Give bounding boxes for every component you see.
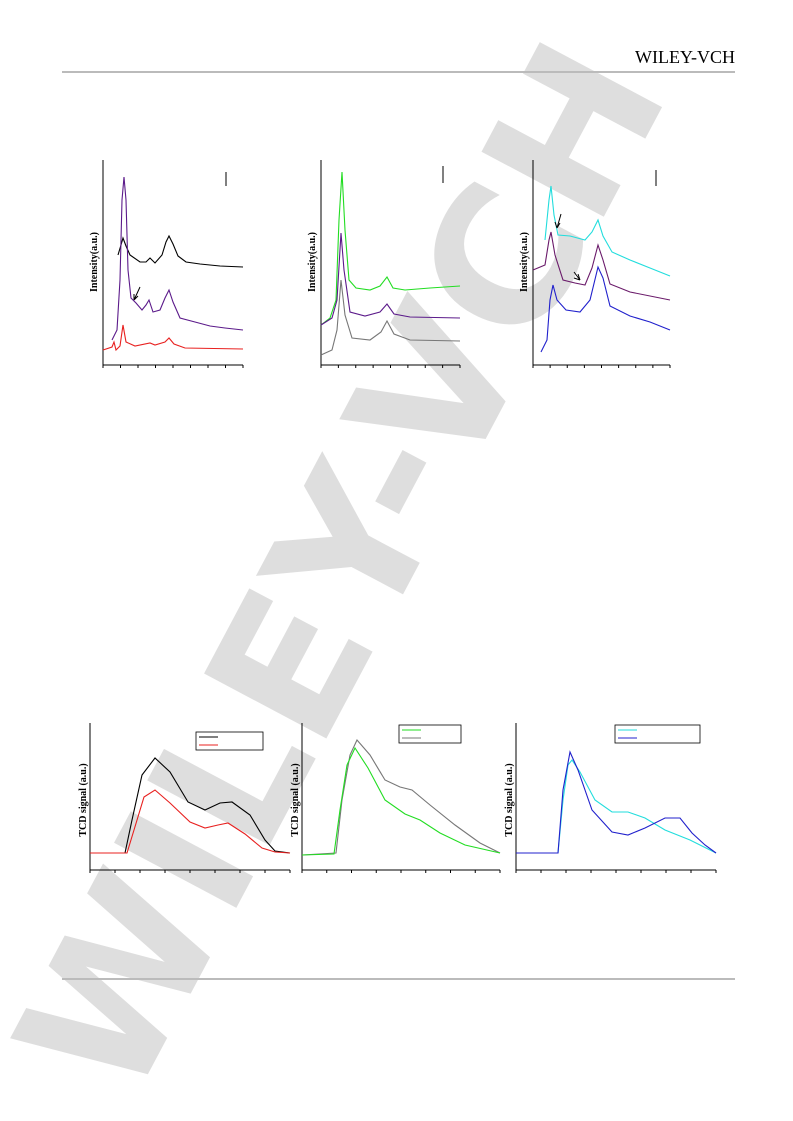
legend [398, 724, 462, 744]
curve [102, 324, 244, 352]
legend [195, 731, 264, 751]
axes [515, 723, 716, 871]
curve [301, 746, 501, 856]
curve [532, 231, 671, 301]
y-axis-label: TCD signal (a.u.) [290, 763, 301, 836]
arrow [133, 286, 141, 301]
curve [320, 171, 461, 326]
tpd-panel-3: TCD signal (a.u.) [504, 723, 717, 871]
curve [544, 185, 671, 277]
curve [111, 176, 244, 341]
curve [516, 759, 717, 854]
tpd-panel-2: TCD signal (a.u.) [290, 723, 501, 871]
curve [90, 789, 291, 854]
xrd-panel-1: Intensity(a.u.) [89, 160, 244, 366]
y-axis-label: Intensity(a.u.) [307, 232, 318, 292]
axes [102, 160, 243, 366]
curve [320, 279, 461, 356]
curve [540, 265, 671, 353]
watermark: WILEY-VCH [0, 9, 710, 1121]
y-axis-label: Intensity(a.u.) [519, 232, 530, 292]
legend [614, 724, 701, 744]
y-axis-label: TCD signal (a.u.) [504, 763, 515, 836]
curve [90, 757, 291, 854]
axis-ticks [89, 365, 717, 873]
y-axis-label: TCD signal (a.u.) [78, 763, 89, 836]
publisher-logo: WILEY-VCH [635, 47, 735, 67]
arrow [554, 213, 562, 229]
curve [320, 232, 461, 326]
y-axis-label: Intensity(a.u.) [89, 232, 100, 292]
curve [117, 234, 244, 268]
curve [516, 750, 717, 854]
arrow [573, 271, 581, 281]
